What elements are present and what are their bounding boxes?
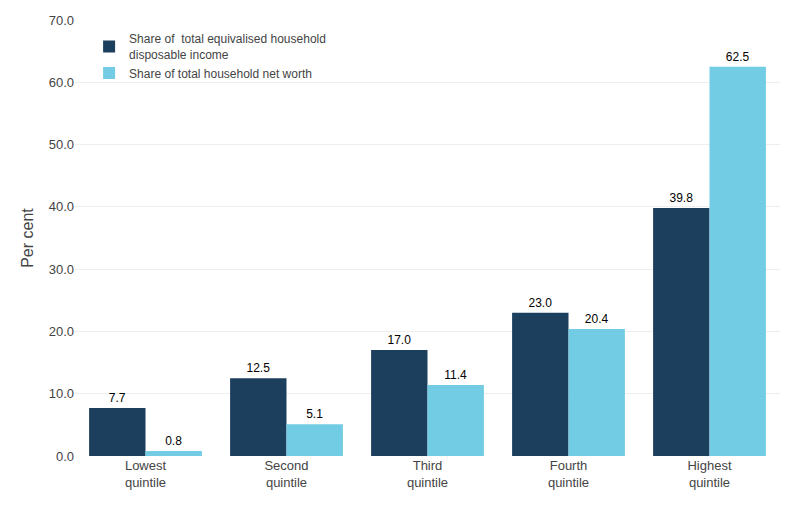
svg-text:0.8: 0.8	[165, 434, 182, 448]
svg-text:40.0: 40.0	[49, 199, 74, 214]
svg-text:12.5: 12.5	[246, 361, 270, 375]
svg-text:0.0: 0.0	[56, 449, 74, 464]
svg-text:11.4: 11.4	[444, 368, 467, 382]
svg-text:Secondquintile: Secondquintile	[264, 458, 308, 490]
svg-text:20.4: 20.4	[585, 312, 609, 326]
svg-text:Per cent: Per cent	[19, 208, 36, 268]
svg-text:60.0: 60.0	[49, 75, 74, 90]
svg-text:30.0: 30.0	[49, 262, 74, 277]
svg-text:50.0: 50.0	[49, 137, 74, 152]
svg-text:Share of total equivalised ho: Share of total equivalised householddisp…	[129, 32, 326, 62]
svg-text:17.0: 17.0	[387, 333, 411, 347]
svg-text:Share of total household net w: Share of total household net worth	[129, 67, 312, 81]
svg-text:Fourthquintile: Fourthquintile	[548, 458, 589, 490]
svg-text:20.0: 20.0	[49, 324, 74, 339]
svg-text:Lowestquintile: Lowestquintile	[125, 458, 167, 490]
svg-text:7.7: 7.7	[109, 391, 126, 405]
svg-text:70.0: 70.0	[49, 13, 74, 28]
svg-text:Highestquintile: Highestquintile	[687, 458, 731, 490]
svg-text:62.5: 62.5	[726, 50, 750, 64]
svg-text:39.8: 39.8	[669, 191, 693, 205]
svg-text:5.1: 5.1	[306, 407, 323, 421]
svg-text:Thirdquintile: Thirdquintile	[407, 458, 448, 490]
svg-text:10.0: 10.0	[49, 386, 74, 401]
svg-text:23.0: 23.0	[528, 296, 552, 310]
